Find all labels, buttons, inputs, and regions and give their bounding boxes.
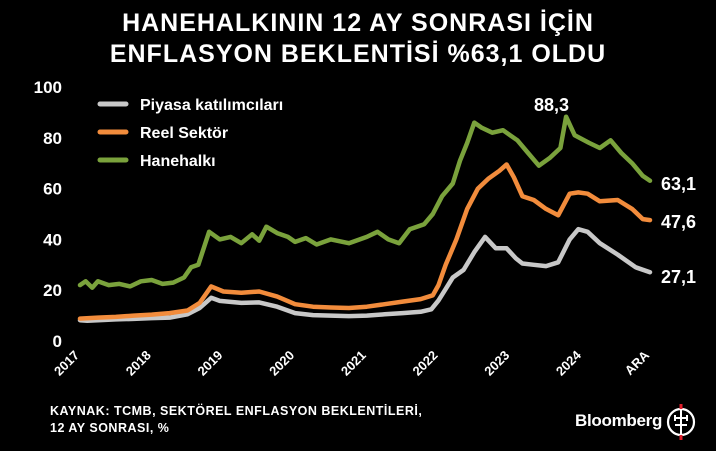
source-line-1: KAYNAK: TCMB, SEKTÖREL ENFLASYON BEKLENT…: [50, 404, 423, 418]
source-line-2: 12 AY SONRASI, %: [50, 421, 170, 435]
chart-title: HANEHALKININ 12 AY SONRASI İÇİN ENFLASYO…: [0, 8, 716, 70]
x-tick-label: 2022: [410, 348, 441, 379]
x-axis: 2017 2018 2019 2020 2021 2022 2023 2024 ARA: [51, 347, 652, 379]
series-line-0: [77, 226, 653, 323]
series-layer: [77, 114, 653, 323]
y-tick-label: 20: [43, 281, 62, 300]
legend: Piyasa katılımcıları Reel Sektör Hanehalkı: [97, 97, 283, 170]
legend-label: Piyasa katılımcıları: [140, 97, 283, 114]
x-tick-label: 2023: [481, 348, 512, 379]
series-line-1: [77, 162, 653, 321]
y-tick-label: 40: [43, 230, 62, 249]
legend-label: Reel Sektör: [140, 125, 228, 142]
annotation-label: 63,1: [661, 174, 696, 194]
annotation-label: 47,6: [661, 212, 696, 232]
x-tick-label: 2017: [51, 348, 82, 379]
series-line-2: [77, 114, 653, 290]
x-tick-label: 2024: [553, 347, 585, 379]
x-tick-label: 2021: [338, 348, 369, 379]
x-tick-label: ARA: [622, 347, 653, 378]
bloomberg-logo: Bloomberg: [575, 411, 663, 430]
chart-title-line-2: ENFLASYON BEKLENTİSİ %63,1 OLDU: [109, 40, 607, 68]
annotation-label: 88,3: [534, 95, 569, 115]
x-tick-label: 2019: [194, 348, 225, 379]
y-tick-label: 0: [53, 332, 62, 351]
y-tick-label: 60: [43, 180, 62, 199]
annotation-label: 27,1: [661, 267, 696, 287]
y-axis: 0 20 40 60 80 100: [34, 78, 62, 351]
line-chart: 0 20 40 60 80 100 2017 2018 2019 2020 2021 2022 202…: [34, 78, 696, 379]
y-tick-label: 80: [43, 129, 62, 148]
legend-label: Hanehalkı: [140, 153, 216, 170]
annotations: 88,3 63,1 47,6 27,1: [534, 95, 696, 287]
ht-logo-icon: [666, 404, 696, 440]
y-tick-label: 100: [34, 78, 62, 97]
x-tick-label: 2020: [266, 348, 297, 379]
chart-title-line-1: HANEHALKININ 12 AY SONRASI İÇİN: [122, 9, 594, 37]
x-tick-label: 2018: [123, 348, 154, 379]
source-note: KAYNAK: TCMB, SEKTÖREL ENFLASYON BEKLENT…: [50, 403, 422, 437]
